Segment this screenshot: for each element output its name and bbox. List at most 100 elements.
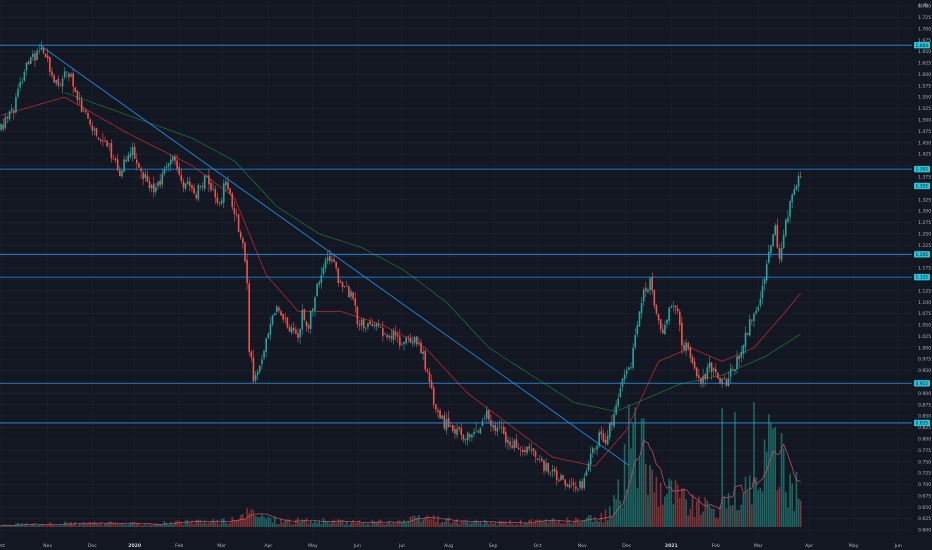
- candle-body-201: [426, 369, 429, 372]
- volume-bar-338: [717, 518, 719, 527]
- volume-bar-79: [167, 524, 170, 527]
- candle-body-7: [15, 97, 17, 113]
- volume-bar-221: [468, 523, 471, 527]
- volume-bar-55: [116, 523, 119, 527]
- volume-bar-163: [345, 521, 348, 527]
- volume-bar-354: [751, 504, 753, 527]
- volume-bar-302: [640, 418, 643, 527]
- candle-body-10: [21, 81, 24, 83]
- candle-body-203: [430, 381, 433, 389]
- candle-body-122: [259, 365, 261, 372]
- volume-bar-122: [259, 517, 261, 527]
- volume-bar-220: [466, 522, 469, 527]
- price-tick-5: 1.625: [918, 61, 931, 67]
- volume-bar-27: [57, 525, 60, 527]
- candle-body-234: [496, 427, 499, 432]
- volume-bar-5: [10, 525, 13, 527]
- candle-body-353: [748, 319, 751, 336]
- volume-bar-132: [280, 518, 282, 527]
- candle-body-60: [127, 155, 130, 162]
- candle-body-156: [331, 259, 333, 262]
- volume-bar-322: [683, 488, 685, 527]
- price-tick-6: 1.600: [918, 72, 931, 78]
- volume-bar-73: [155, 523, 157, 527]
- volume-bar-102: [216, 519, 219, 527]
- candle-body-184: [390, 336, 393, 339]
- candle-body-304: [645, 287, 647, 291]
- volume-bar-14: [29, 524, 32, 527]
- moving-average-red: [0, 96, 801, 467]
- volume-bar-121: [256, 516, 259, 527]
- volume-bar-76: [161, 524, 164, 527]
- time-tick-5: Mar: [217, 543, 226, 549]
- volume-bar-327: [693, 517, 696, 527]
- candle-body-223: [473, 431, 475, 435]
- price-tick-2: 1.700: [918, 26, 931, 32]
- candle-body-364: [772, 234, 774, 246]
- candle-body-51: [108, 143, 111, 145]
- candle-body-351: [744, 332, 747, 347]
- volume-bar-48: [102, 525, 104, 527]
- drawn-lines[interactable]: [0, 44, 912, 466]
- volume-bar-130: [275, 524, 278, 527]
- time-axis[interactable]: Oct Nov Dec 2020 Feb Mar Apr May Jun Jul Aug Sep Oct…: [0, 543, 902, 549]
- volume-bar-344: [729, 505, 732, 527]
- volume-bar-181: [384, 524, 386, 527]
- candle-body-158: [335, 261, 337, 269]
- volume-bar-351: [744, 476, 747, 527]
- volume-bar-49: [104, 523, 106, 527]
- time-tick-4: Feb: [175, 543, 183, 549]
- volume-bar-87: [184, 520, 187, 527]
- time-tick-11: Sep: [489, 543, 498, 549]
- candle-body-58: [123, 159, 125, 172]
- volume-bar-11: [23, 524, 26, 527]
- volume-bar-153: [324, 520, 327, 527]
- volume-bar-112: [237, 518, 240, 527]
- candle-body-92: [195, 194, 197, 199]
- volume-bar-263: [558, 520, 560, 527]
- volume-bar-304: [645, 463, 647, 527]
- candle-body-19: [40, 48, 43, 50]
- candle-body-14: [29, 56, 32, 64]
- current-price-badge-text: 1.355: [916, 184, 929, 190]
- volume-bar-369: [782, 448, 785, 527]
- volume-bar-127: [269, 517, 272, 527]
- candle-body-245: [519, 450, 522, 451]
- volume-bar-261: [553, 519, 556, 527]
- volume-bar-38: [80, 523, 83, 527]
- candle-body-176: [373, 325, 376, 327]
- price-tick-20: 1.250: [918, 231, 931, 237]
- candle-body-349: [740, 351, 743, 358]
- candle-body-150: [318, 282, 321, 285]
- volume-bar-286: [606, 520, 609, 527]
- candle-body-153: [324, 259, 327, 269]
- volume-bar-231: [490, 521, 492, 527]
- volume-bar-192: [407, 521, 410, 527]
- candle-body-171: [362, 319, 365, 328]
- candle-body-329: [698, 375, 700, 378]
- volume-bar-86: [182, 524, 185, 527]
- level-2-badge: [914, 251, 930, 258]
- candle-body-262: [555, 470, 558, 480]
- volume-bar-281: [596, 520, 598, 527]
- candle-body-143: [303, 309, 306, 320]
- candle-body-258: [547, 463, 550, 473]
- candle-body-286: [606, 435, 609, 445]
- candle-body-206: [437, 410, 439, 413]
- candle-body-125: [265, 338, 267, 352]
- volume-bar-277: [587, 515, 590, 527]
- volume-bar-187: [396, 520, 399, 527]
- candle-body-233: [494, 424, 497, 431]
- candle-body-29: [61, 78, 64, 87]
- candle-body-28: [59, 84, 62, 86]
- volume-bar-205: [435, 521, 437, 527]
- level-0-badge-text: 1.664: [916, 43, 929, 49]
- price-tick-23: 1.175: [918, 266, 931, 272]
- price-axis[interactable]: AUD 1.750 1.725 1.700 1.675 1.650 1.625 1.600 1…: [914, 3, 931, 534]
- candle-body-12: [25, 62, 28, 71]
- volume-bar-89: [189, 521, 191, 527]
- candle-body-24: [51, 71, 53, 76]
- candle-body-53: [112, 158, 115, 160]
- candle-body-194: [411, 342, 414, 344]
